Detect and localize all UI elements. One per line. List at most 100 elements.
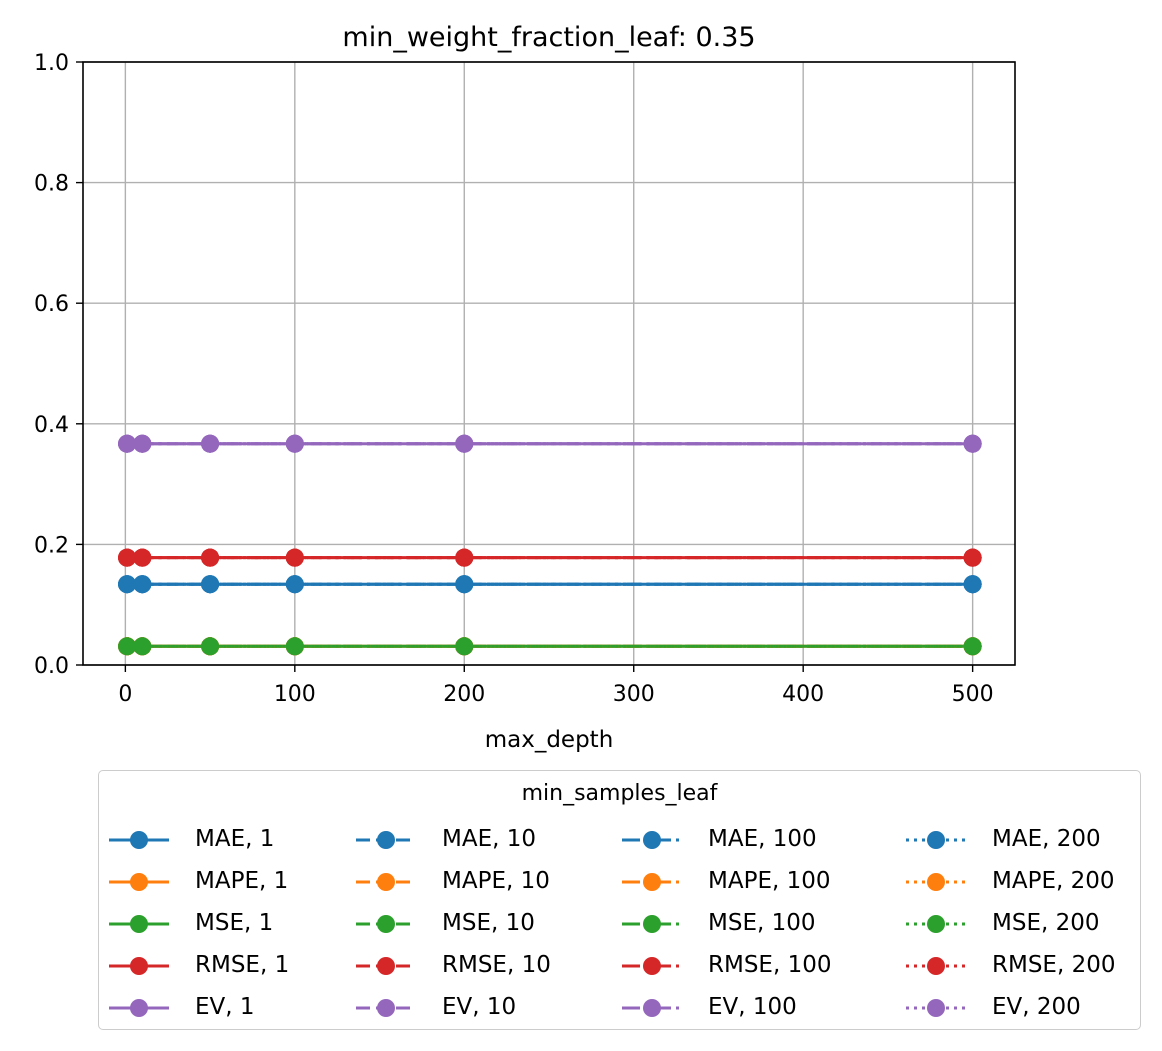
legend-label: EV, 10 <box>442 994 517 1020</box>
data-point <box>201 434 220 453</box>
x-tick-label: 200 <box>443 682 485 707</box>
data-point <box>201 637 220 656</box>
legend-swatch <box>622 999 682 1017</box>
legend-item: MAPE, 10 <box>354 865 614 899</box>
legend-item: MSE, 1 <box>107 907 367 941</box>
x-axis: 0 100 200 300 400 500 <box>118 665 994 707</box>
legend-item: RMSE, 100 <box>620 949 880 983</box>
y-tick-label: 1.0 <box>34 51 69 76</box>
grid-lines <box>83 61 1015 666</box>
plot-frame <box>82 61 1016 666</box>
legend-label: MAPE, 100 <box>708 868 831 894</box>
legend-item: EV, 1 <box>107 991 367 1025</box>
legend-label: MAPE, 10 <box>442 868 550 894</box>
data-point <box>455 434 474 453</box>
data-point <box>963 548 982 567</box>
legend-swatch <box>356 873 416 891</box>
legend-item: MSE, 10 <box>354 907 614 941</box>
legend-item: MAPE, 1 <box>107 865 367 899</box>
legend-item: MAE, 200 <box>904 823 1162 857</box>
y-axis: 0.0 0.2 0.4 0.6 0.8 1.0 <box>34 51 83 679</box>
legend-item: MAE, 10 <box>354 823 614 857</box>
data-point <box>118 637 137 656</box>
legend-swatch <box>906 831 966 849</box>
legend-item: RMSE, 200 <box>904 949 1162 983</box>
legend-label: RMSE, 100 <box>708 952 832 978</box>
y-tick-label: 0.2 <box>34 533 69 558</box>
data-point <box>118 548 137 567</box>
x-axis-label: max_depth <box>485 727 614 753</box>
data-point <box>133 548 152 567</box>
legend-label: EV, 200 <box>992 994 1081 1020</box>
data-point <box>118 434 137 453</box>
y-tick-label: 0.4 <box>34 413 69 438</box>
data-point <box>118 575 137 594</box>
legend-swatch <box>356 831 416 849</box>
legend-label: RMSE, 200 <box>992 952 1116 978</box>
legend-label: MAE, 10 <box>442 826 536 852</box>
legend: min_samples_leaf MAE, 1 MAPE, 1 MSE, 1 RMSE… <box>98 770 1141 1030</box>
data-point <box>285 637 304 656</box>
legend-swatch <box>356 999 416 1017</box>
legend-swatch <box>109 873 169 891</box>
x-tick-label: 100 <box>274 682 316 707</box>
data-point <box>285 575 304 594</box>
legend-item: MAPE, 100 <box>620 865 880 899</box>
legend-label: MSE, 1 <box>195 910 274 936</box>
x-tick-label: 0 <box>118 682 132 707</box>
legend-swatch <box>906 915 966 933</box>
legend-swatch <box>622 831 682 849</box>
x-tick-label: 400 <box>782 682 824 707</box>
legend-swatch <box>356 957 416 975</box>
data-point <box>963 434 982 453</box>
y-tick-label: 0.8 <box>34 172 69 197</box>
data-point <box>963 575 982 594</box>
legend-title: min_samples_leaf <box>521 781 718 806</box>
legend-swatch <box>622 915 682 933</box>
legend-label: MAE, 200 <box>992 826 1101 852</box>
x-tick-label: 300 <box>613 682 655 707</box>
legend-label: MAE, 1 <box>195 826 275 852</box>
legend-item: RMSE, 1 <box>107 949 367 983</box>
chart-title: min_weight_fraction_leaf: 0.35 <box>342 22 755 53</box>
legend-label: MSE, 100 <box>708 910 816 936</box>
legend-item: MAE, 1 <box>107 823 367 857</box>
line-chart: min_weight_fraction_leaf: 0.35 0 100 200 30… <box>34 22 1016 753</box>
legend-label: EV, 100 <box>708 994 797 1020</box>
legend-label: RMSE, 10 <box>442 952 551 978</box>
legend-label: MSE, 10 <box>442 910 535 936</box>
legend-label: MAPE, 200 <box>992 868 1115 894</box>
legend-item: MAE, 100 <box>620 823 880 857</box>
legend-swatch <box>109 999 169 1017</box>
legend-item: MSE, 100 <box>620 907 880 941</box>
legend-swatch <box>109 831 169 849</box>
data-point <box>455 575 474 594</box>
legend-swatch <box>906 873 966 891</box>
legend-item: EV, 100 <box>620 991 880 1025</box>
legend-label: EV, 1 <box>195 994 255 1020</box>
series-mse-200 <box>118 637 982 656</box>
data-point <box>455 637 474 656</box>
legend-swatch <box>906 999 966 1017</box>
series-mae-200 <box>118 575 982 594</box>
legend-item: EV, 200 <box>904 991 1162 1025</box>
legend-swatch <box>622 957 682 975</box>
legend-label: RMSE, 1 <box>195 952 290 978</box>
legend-label: MSE, 200 <box>992 910 1100 936</box>
legend-item: MSE, 200 <box>904 907 1162 941</box>
legend-swatch <box>622 873 682 891</box>
y-tick-label: 0.0 <box>34 654 69 679</box>
legend-swatch <box>109 957 169 975</box>
data-point <box>963 637 982 656</box>
y-tick-label: 0.6 <box>34 292 69 317</box>
legend-swatch <box>906 957 966 975</box>
data-point <box>285 548 304 567</box>
data-point <box>133 575 152 594</box>
data-point <box>201 548 220 567</box>
data-point <box>201 575 220 594</box>
legend-item: EV, 10 <box>354 991 614 1025</box>
series-rmse-200 <box>118 548 982 567</box>
legend-item: MAPE, 200 <box>904 865 1162 899</box>
series-ev-200 <box>118 434 982 453</box>
data-point <box>133 637 152 656</box>
